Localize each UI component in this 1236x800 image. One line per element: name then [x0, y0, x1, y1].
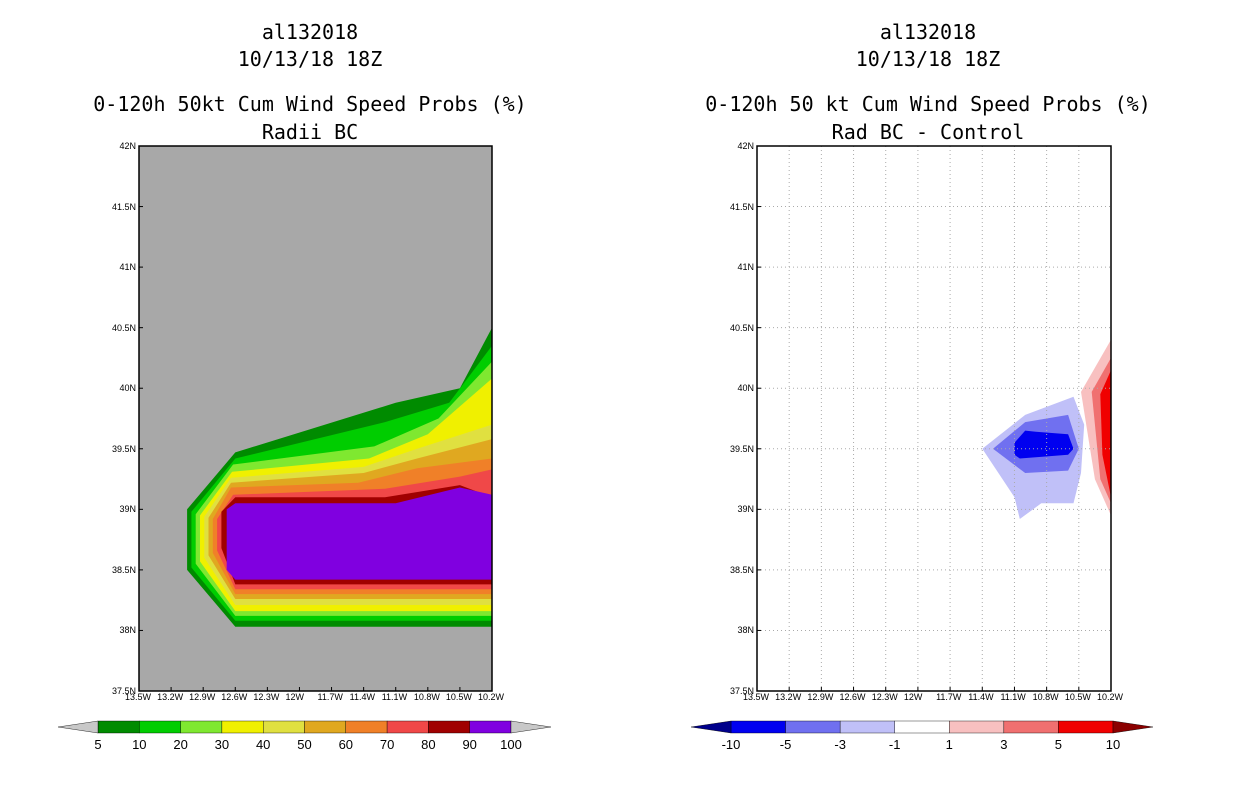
x-tick-label: 12.9W	[189, 692, 216, 702]
colorbar-swatch-0-2	[180, 720, 223, 734]
colorbar-label: 20	[173, 737, 188, 752]
contour-fill-1-5	[1100, 370, 1111, 498]
y-tick-label: 39.5N	[729, 443, 754, 454]
x-tick-label: 13.5W	[743, 692, 770, 702]
right-storm-id: al132018	[879, 20, 977, 44]
x-tick-label: 11.4W	[968, 692, 994, 702]
colorbar-label: 5	[1054, 737, 1063, 752]
colorbar-label: 40	[255, 737, 271, 752]
right-chart-title: 0-120h 50 kt Cum Wind Speed Probs (%)	[705, 92, 1151, 116]
x-tick-label: 13.2W	[157, 692, 184, 702]
y-tick-label: 39N	[119, 504, 136, 515]
colorbar-swatch-1-5	[1003, 720, 1059, 734]
x-tick-label: 10.2W	[1097, 692, 1124, 702]
x-tick-label: 10.5W	[1064, 692, 1091, 702]
colorbar-label: 50	[297, 737, 312, 752]
y-tick-label: 38N	[737, 625, 754, 636]
x-tick-label: 13.2W	[775, 692, 802, 702]
colorbar-over-arrow-1	[1112, 720, 1154, 734]
colorbar-swatch-0-1	[139, 720, 181, 734]
y-tick-label: 37.5N	[111, 686, 136, 696]
y-tick-label: 42N	[737, 141, 754, 151]
x-tick-label: 13.5W	[125, 692, 152, 702]
x-tick-label: 10.8W	[413, 692, 440, 702]
colorbar-label: 10	[1105, 737, 1121, 752]
x-tick-label: 11.1W	[381, 692, 408, 702]
left-chart-subtitle: Radii BC	[261, 120, 359, 144]
colorbar-swatch-0-4	[263, 720, 305, 734]
x-tick-label: 11.1W	[1000, 692, 1026, 702]
x-tick-label: 10.5W	[445, 692, 472, 702]
y-tick-label: 40.5N	[111, 322, 136, 333]
left-chart-title: 0-120h 50kt Cum Wind Speed Probs (%)	[93, 92, 527, 116]
y-tick-label: 38.5N	[729, 564, 754, 575]
colorbar-label: 1	[945, 737, 953, 752]
y-tick-label: 41N	[737, 262, 754, 273]
colorbar-swatch-1-4	[949, 720, 1005, 734]
colorbar-label: 30	[214, 737, 230, 752]
x-tick-label: 10.2W	[478, 692, 505, 702]
colorbar-swatch-1-0	[730, 720, 786, 734]
x-tick-label: 12.9W	[807, 692, 834, 702]
y-tick-label: 38N	[119, 625, 136, 636]
colorbar-label: 70	[379, 737, 395, 752]
colorbar-label: 100	[500, 737, 522, 752]
x-tick-label: 11.7W	[317, 692, 343, 702]
colorbar-under-arrow-1	[690, 720, 732, 734]
left-storm-id: al132018	[261, 20, 359, 44]
colorbar-swatch-1-3	[894, 720, 950, 734]
y-tick-label: 40N	[737, 383, 754, 394]
colorbar-swatch-1-1	[785, 720, 841, 734]
y-tick-label: 40N	[119, 383, 136, 394]
colorbar-label: 5	[94, 737, 102, 752]
y-tick-label: 41.5N	[111, 201, 136, 212]
colorbar-under-arrow-0	[57, 720, 99, 734]
colorbar-label: -3	[834, 737, 846, 752]
right-chart-subtitle: Rad BC - Control	[831, 120, 1025, 144]
plot-frame-0	[138, 145, 493, 692]
colorbar-label: 3	[1000, 737, 1008, 752]
colorbar-label: -1	[888, 737, 901, 752]
left-datetime: 10/13/18 18Z	[237, 47, 383, 71]
y-tick-label: 42N	[119, 141, 136, 151]
x-tick-label: 12W	[285, 692, 304, 702]
y-tick-label: 37.5N	[729, 686, 754, 696]
x-tick-label: 12.3W	[253, 692, 280, 702]
colorbar-label: -10	[721, 737, 741, 752]
contour-fill-0-9	[226, 487, 492, 580]
x-tick-label: 12W	[903, 692, 923, 702]
y-tick-label: 41N	[119, 262, 136, 273]
y-tick-label: 40.5N	[729, 322, 754, 333]
colorbar-swatch-0-6	[345, 720, 388, 734]
colorbar-label: 80	[421, 737, 436, 752]
right-datetime: 10/13/18 18Z	[855, 47, 1001, 71]
colorbar-swatch-0-7	[386, 720, 429, 734]
plot-frame-1	[756, 145, 1112, 692]
y-tick-label: 39N	[737, 504, 754, 515]
x-tick-label: 11.7W	[936, 692, 962, 702]
colorbar-label: 10	[132, 737, 147, 752]
x-tick-label: 12.6W	[221, 692, 248, 702]
colorbar-swatch-0-3	[221, 720, 264, 734]
colorbar-swatch-0-0	[97, 720, 140, 734]
colorbar-swatch-0-5	[304, 720, 346, 734]
x-tick-label: 12.6W	[839, 692, 866, 702]
x-tick-label: 10.8W	[1032, 692, 1059, 702]
x-tick-label: 11.4W	[349, 692, 375, 702]
colorbar-swatch-1-2	[839, 720, 895, 734]
y-tick-label: 38.5N	[111, 564, 136, 575]
colorbar-label: 90	[462, 737, 477, 752]
contours-0	[187, 327, 492, 627]
colorbar-label: -5	[779, 737, 792, 752]
colorbar-swatch-1-6	[1058, 720, 1114, 734]
colorbar-label: 60	[338, 737, 354, 752]
contour-fill-1-2	[1014, 430, 1074, 459]
y-tick-label: 41.5N	[729, 201, 754, 212]
colorbar-over-arrow-0	[510, 720, 552, 734]
y-tick-label: 39.5N	[111, 443, 136, 454]
colorbar-swatch-0-9	[469, 720, 512, 734]
colorbar-swatch-0-8	[428, 720, 470, 734]
x-tick-label: 12.3W	[871, 692, 898, 702]
